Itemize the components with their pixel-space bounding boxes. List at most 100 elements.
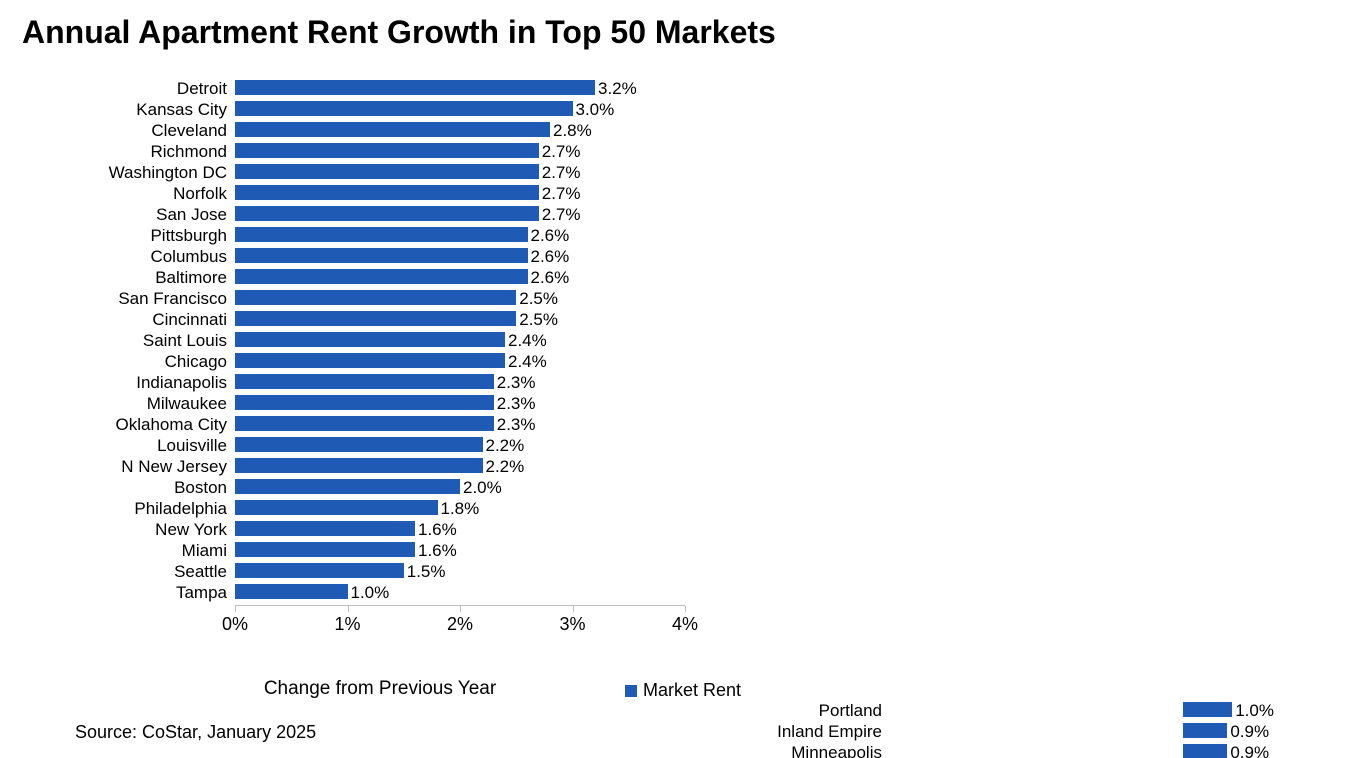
category-label: Inland Empire bbox=[740, 723, 882, 740]
bar-value-label: 0.9% bbox=[1230, 744, 1269, 758]
bar bbox=[235, 122, 550, 137]
chart-row: Inland Empire 0.9% bbox=[740, 721, 1330, 742]
left-chart-rows: Detroit3.2%Kansas City3.0% Cleveland 2.8% R… bbox=[75, 78, 685, 603]
bar-value-label: 2.2% bbox=[486, 437, 525, 454]
bar bbox=[235, 374, 494, 389]
category-label: San Francisco bbox=[75, 290, 227, 307]
chart-row: San Francisco2.5% bbox=[75, 288, 685, 309]
bar-value-label: 2.5% bbox=[519, 311, 558, 328]
bar bbox=[235, 416, 494, 431]
bar-value-label: 1.5% bbox=[407, 563, 446, 580]
category-label: N New Jersey bbox=[75, 458, 227, 475]
category-label: Indianapolis bbox=[75, 374, 227, 391]
bar bbox=[235, 227, 528, 242]
bar-value-label: 0.9% bbox=[1230, 723, 1269, 740]
bar bbox=[235, 80, 595, 95]
bar bbox=[1183, 744, 1227, 758]
bar bbox=[235, 185, 539, 200]
category-label: Tampa bbox=[75, 584, 227, 601]
bar-value-label: 1.0% bbox=[351, 584, 390, 601]
xaxis-tick-label: 2% bbox=[447, 614, 473, 635]
xaxis-tick-label: 1% bbox=[334, 614, 360, 635]
bar-value-label: 1.6% bbox=[418, 542, 457, 559]
chart-row: Columbus2.6% bbox=[75, 246, 685, 267]
bar-value-label: 2.4% bbox=[508, 353, 547, 370]
category-label: Detroit bbox=[75, 80, 227, 97]
bar bbox=[235, 479, 460, 494]
bar-value-label: 2.4% bbox=[508, 332, 547, 349]
legend-label: Market Rent bbox=[643, 680, 741, 700]
bar bbox=[1183, 723, 1227, 738]
category-label: Milwaukee bbox=[75, 395, 227, 412]
bar-value-label: 2.8% bbox=[553, 122, 592, 139]
bar bbox=[235, 269, 528, 284]
bar bbox=[235, 521, 415, 536]
category-label: Boston bbox=[75, 479, 227, 496]
bar-value-label: 2.3% bbox=[497, 395, 536, 412]
xaxis-tick-label: 4% bbox=[672, 614, 698, 635]
bar bbox=[235, 353, 505, 368]
chart-row: Indianapolis 2.3% bbox=[75, 372, 685, 393]
bar bbox=[235, 143, 539, 158]
chart-row: Miami1.6% bbox=[75, 540, 685, 561]
category-label: Portland bbox=[740, 702, 882, 719]
category-label: Columbus bbox=[75, 248, 227, 265]
bar bbox=[235, 311, 516, 326]
xaxis-tick-label: 0% bbox=[222, 614, 248, 635]
chart-row: Cleveland 2.8% bbox=[75, 120, 685, 141]
bar bbox=[235, 563, 404, 578]
chart-row: Norfolk2.7% bbox=[75, 183, 685, 204]
category-label: Pittsburgh bbox=[75, 227, 227, 244]
category-label: Louisville bbox=[75, 437, 227, 454]
legend: Market Rent bbox=[0, 680, 1366, 701]
category-label: Cincinnati bbox=[75, 311, 227, 328]
bar bbox=[1183, 702, 1232, 717]
bar-value-label: 2.0% bbox=[463, 479, 502, 496]
bar-value-label: 2.7% bbox=[542, 164, 581, 181]
category-label: Oklahoma City bbox=[75, 416, 227, 433]
xaxis-tick-label: 3% bbox=[559, 614, 585, 635]
bar bbox=[235, 101, 573, 116]
chart-row: Minneapolis0.9% bbox=[740, 742, 1330, 758]
chart-row: Washington DC 2.7% bbox=[75, 162, 685, 183]
chart-row: Kansas City3.0% bbox=[75, 99, 685, 120]
category-label: Washington DC bbox=[75, 164, 227, 181]
bar-value-label: 2.7% bbox=[542, 143, 581, 160]
page: { "title": "Annual Apartment Rent Growth… bbox=[0, 0, 1366, 758]
category-label: Norfolk bbox=[75, 185, 227, 202]
chart-row: Philadelphia1.8% bbox=[75, 498, 685, 519]
bar bbox=[235, 395, 494, 410]
chart-row: Detroit3.2% bbox=[75, 78, 685, 99]
left-chart-xaxis: 0%1%2%3%4% bbox=[235, 605, 685, 646]
category-label: Cleveland bbox=[75, 122, 227, 139]
category-label: Saint Louis bbox=[75, 332, 227, 349]
left-chart: Detroit3.2%Kansas City3.0% Cleveland 2.8% R… bbox=[75, 78, 685, 700]
chart-row: Portland 1.0% bbox=[740, 700, 1330, 721]
bar-value-label: 2.2% bbox=[486, 458, 525, 475]
right-chart: Portland1.0%Inland Empire0.9%Minneapolis… bbox=[740, 700, 1330, 758]
chart-row: Cincinnati 2.5% bbox=[75, 309, 685, 330]
category-label: Richmond bbox=[75, 143, 227, 160]
bar bbox=[235, 500, 438, 515]
chart-row: Seattle1.5% bbox=[75, 561, 685, 582]
category-label: Kansas City bbox=[75, 101, 227, 118]
category-label: Chicago bbox=[75, 353, 227, 370]
legend-swatch bbox=[625, 685, 637, 697]
chart-row: Milwaukee 2.3% bbox=[75, 393, 685, 414]
chart-row: Chicago 2.4% bbox=[75, 351, 685, 372]
bar-value-label: 1.6% bbox=[418, 521, 457, 538]
bar bbox=[235, 332, 505, 347]
bar-value-label: 2.7% bbox=[542, 206, 581, 223]
bar-value-label: 1.0% bbox=[1235, 702, 1274, 719]
bar-value-label: 2.6% bbox=[531, 227, 570, 244]
chart-row: Richmond 2.7% bbox=[75, 141, 685, 162]
bar-value-label: 2.3% bbox=[497, 374, 536, 391]
category-label: Baltimore bbox=[75, 269, 227, 286]
bar bbox=[235, 542, 415, 557]
chart-title: Annual Apartment Rent Growth in Top 50 M… bbox=[22, 14, 776, 51]
chart-row: Pittsburgh 2.6% bbox=[75, 225, 685, 246]
chart-row: Saint Louis 2.4% bbox=[75, 330, 685, 351]
bar bbox=[235, 206, 539, 221]
bar bbox=[235, 290, 516, 305]
chart-row: New York1.6% bbox=[75, 519, 685, 540]
